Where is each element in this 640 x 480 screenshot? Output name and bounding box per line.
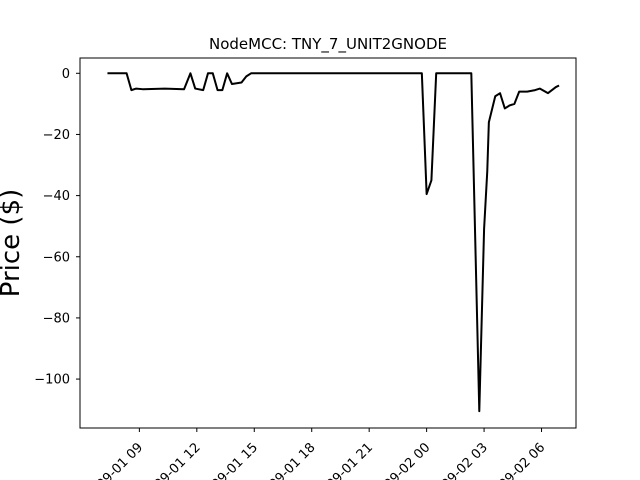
- x-tick-label: 09-01 12: [152, 440, 204, 480]
- plot-area-frame: [79, 57, 577, 429]
- y-tick-label: −100: [34, 373, 70, 388]
- y-tick-label: −60: [43, 250, 70, 265]
- price-series-line: [107, 72, 560, 413]
- x-tick-label: 09-01 21: [324, 440, 376, 480]
- x-axis: 09-01 09 09-01 12 09-01 15 09-01 18 09-01 21…: [94, 428, 548, 480]
- x-tick-label: 09-01 09: [94, 440, 146, 480]
- y-tick-label: −80: [43, 311, 70, 326]
- y-axis-label: Price ($): [0, 189, 26, 298]
- x-tick-label: 09-01 15: [209, 440, 261, 480]
- x-tick-label: 09-01 18: [267, 440, 319, 480]
- y-tick-label: −40: [43, 189, 70, 204]
- y-tick-label: 0: [62, 67, 70, 82]
- y-axis: 0 −20 −40 −60 −80 −100: [34, 67, 80, 388]
- x-tick-label: 09-02 06: [496, 440, 548, 480]
- y-tick-label: −20: [43, 128, 70, 143]
- x-tick-label: 09-02 00: [382, 440, 434, 480]
- chart-title: NodeMCC: TNY_7_UNIT2GNODE: [209, 35, 447, 54]
- x-tick-label: 09-02 03: [439, 440, 491, 480]
